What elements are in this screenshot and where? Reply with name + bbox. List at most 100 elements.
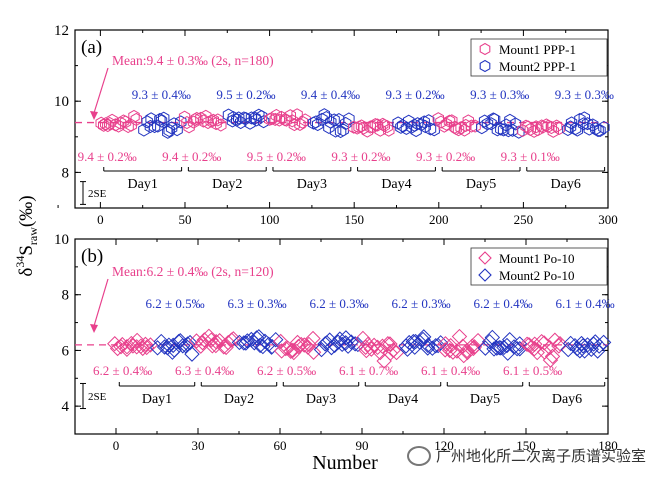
y-tick-label: 10 [54, 94, 69, 110]
mount1-data-point [137, 336, 154, 353]
y-tick-label: 12 [54, 23, 69, 39]
mount1-data-point [188, 333, 205, 349]
day-label: Day6 [551, 177, 581, 192]
mount2-day-stat: 6.1 ± 0.4‰ [555, 296, 614, 311]
mount1-data-point [529, 344, 545, 361]
mount1-data-point [129, 339, 145, 355]
x-tick-label: 120 [434, 438, 454, 453]
mount2-data-point [513, 125, 525, 139]
mount2-data-point [581, 117, 594, 131]
mount2-data-point [486, 341, 502, 357]
mount1-data-point [385, 342, 401, 358]
mount1-data-point [218, 339, 234, 356]
mount2-data-point [156, 339, 173, 355]
mount1-data-point [456, 347, 472, 364]
day-label: Day1 [142, 392, 172, 407]
y-tick-label: 4 [62, 399, 70, 415]
mount2-data-point [323, 120, 335, 134]
mount1-day-stat: 9.4 ± 0.2‰ [162, 149, 221, 164]
panel-label: (a) [81, 37, 102, 58]
mount2-data-point [424, 122, 437, 136]
mount2-data-point [511, 336, 528, 352]
mount1-data-point [528, 124, 540, 138]
mount2-data-point [595, 334, 612, 351]
mount1-data-point [452, 123, 465, 137]
se-label: 2SE [88, 391, 107, 403]
mount1-data-point [106, 113, 118, 127]
mount1-data-point [544, 348, 561, 365]
mount2-data-point [419, 340, 436, 356]
mount1-day-stat: 6.2 ± 0.5‰ [257, 363, 316, 378]
x-tick-label: 30 [192, 438, 205, 453]
mount1-data-point [125, 338, 141, 354]
mount1-data-point [135, 340, 151, 357]
mount1-data-point [432, 112, 444, 126]
plot-frame-a [74, 29, 609, 209]
mount1-data-point [380, 336, 396, 352]
legend-marker-diamond [478, 268, 492, 282]
mount1-day-stat: 6.2 ± 0.4‰ [93, 363, 152, 378]
mount2-data-point [418, 115, 430, 129]
day-label: Day6 [552, 392, 582, 407]
mount2-data-point [484, 329, 501, 346]
y-tick-label: 8 [62, 288, 70, 304]
day-label: Day1 [128, 177, 158, 192]
legend-entry: Mount2 PPP-1 [499, 59, 576, 74]
mount1-data-point [516, 123, 529, 138]
x-tick-label: 300 [598, 212, 618, 227]
day-label: Day4 [381, 177, 411, 192]
mount1-day-stat: 9.3 ± 0.1‰ [501, 149, 560, 164]
mount2-data-point [415, 331, 431, 348]
mount1-data-point [114, 116, 127, 130]
mount2-data-point [175, 338, 191, 354]
mount1-data-point [270, 108, 282, 123]
mount1-data-point [445, 344, 461, 360]
mount1-day-stat: 9.5 ± 0.2‰ [247, 149, 306, 164]
mount2-data-point [184, 346, 200, 362]
mount1-data-point [374, 123, 386, 137]
mount2-data-point [316, 112, 328, 126]
mount1-data-point [442, 337, 459, 354]
mount1-data-point [98, 118, 110, 132]
mount2-day-stat: 9.4 ± 0.4‰ [301, 87, 360, 102]
mount1-data-point [550, 119, 563, 133]
mount2-data-point [412, 334, 428, 350]
mount2-data-point [154, 112, 166, 127]
mount1-data-point [102, 119, 114, 133]
x-tick-label: 0 [97, 212, 104, 227]
mount2-data-point [268, 331, 284, 348]
mount2-data-point [255, 110, 268, 124]
day-label: Day5 [470, 392, 500, 407]
se-label: 2SE [88, 188, 107, 200]
x-tick-label: 60 [274, 438, 287, 453]
mount2-data-point [493, 340, 509, 356]
mount2-data-point [583, 341, 600, 358]
mount1-data-point [442, 342, 458, 359]
mount1-data-point [360, 336, 376, 353]
mount1-data-point [119, 341, 135, 357]
mount2-data-point [420, 337, 436, 354]
mount1-data-point [527, 336, 543, 352]
day-label: Day2 [212, 177, 242, 192]
legend-marker-hexagon [479, 42, 491, 56]
mount1-data-point [462, 114, 474, 128]
mount2-data-point [405, 333, 422, 350]
mount1-data-point [357, 121, 370, 135]
mount2-data-point [236, 335, 252, 351]
mount1-data-point [301, 336, 317, 353]
y-axis-label: δ34Sraw(‰) [13, 195, 40, 276]
mount1-data-point [286, 344, 302, 361]
mount1-data-point [215, 118, 227, 132]
day-label: Day3 [306, 392, 336, 407]
mount2-data-point [337, 123, 349, 137]
day-label: Day5 [466, 177, 496, 192]
mount1-data-point [296, 115, 309, 129]
mount2-data-point [244, 116, 256, 130]
mount2-data-point [329, 124, 342, 138]
mount2-day-stat: 6.2 ± 0.5‰ [145, 296, 204, 311]
mount1-data-point [283, 343, 299, 359]
x-tick-label: 250 [514, 212, 534, 227]
mount2-data-point [499, 337, 515, 354]
mount1-data-point [464, 338, 480, 354]
mount1-data-point [440, 117, 453, 131]
